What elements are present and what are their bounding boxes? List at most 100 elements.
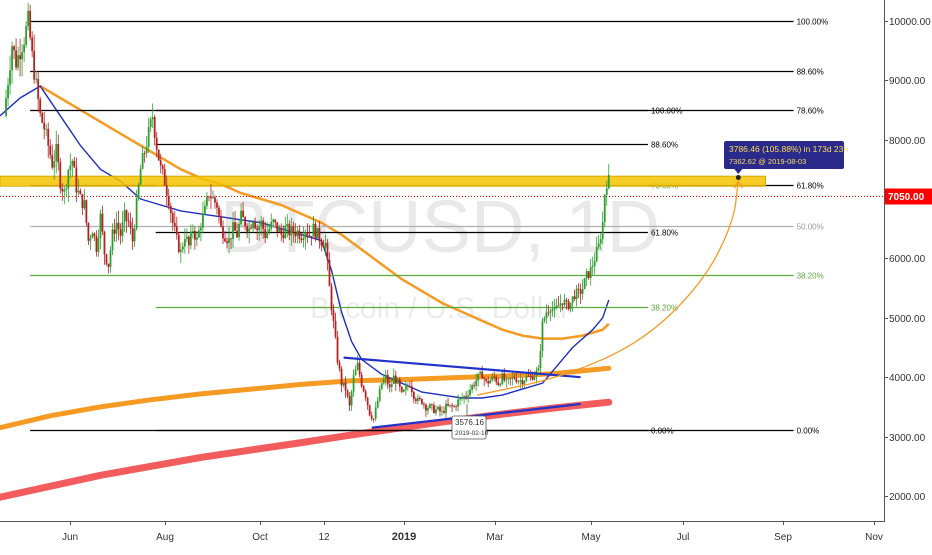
candle-body <box>384 374 387 380</box>
candle-body <box>559 303 562 306</box>
candle-body <box>99 213 102 239</box>
candle-body <box>378 389 381 401</box>
candle-body <box>125 210 128 221</box>
candle-body <box>216 202 218 208</box>
candle-body <box>220 215 222 227</box>
candle-body <box>274 219 277 223</box>
candle-body <box>433 404 435 414</box>
y-tick-label: 8000.00 <box>889 136 926 147</box>
candle-body <box>119 229 122 236</box>
ma-orange-line <box>39 85 610 340</box>
candle-body <box>471 385 474 390</box>
candle-body <box>360 374 363 387</box>
candle-body <box>581 288 584 294</box>
candle-body <box>449 405 451 406</box>
x-tick-label: Aug <box>156 532 174 543</box>
candle-body <box>529 376 532 377</box>
candle-body <box>177 234 180 252</box>
candle-body <box>39 99 42 114</box>
candle-body <box>477 373 480 381</box>
candle-body <box>280 228 283 235</box>
candle-body <box>541 320 544 351</box>
candle-body <box>79 190 82 195</box>
candle-body <box>419 397 421 400</box>
candle-body <box>595 247 598 262</box>
candle-body <box>157 149 160 161</box>
candle-body <box>242 210 244 218</box>
candle-body <box>332 310 335 321</box>
candle-body <box>557 305 560 307</box>
candle-body <box>467 395 470 397</box>
candle-body <box>113 229 116 234</box>
candle-body <box>117 222 120 230</box>
candle-body <box>398 379 401 387</box>
candle-body <box>408 386 411 388</box>
candle-body <box>61 188 64 192</box>
candle-body <box>573 296 576 300</box>
candle-body <box>523 380 526 385</box>
candle-body <box>286 223 289 227</box>
candle-body <box>282 234 285 239</box>
candle-body <box>27 10 30 27</box>
candle-body <box>481 371 484 379</box>
candle-body <box>85 200 88 223</box>
candle-body <box>443 411 445 413</box>
candle-body <box>23 44 26 53</box>
low-label-price: 3576.16 <box>455 418 484 427</box>
candle-body <box>503 373 506 381</box>
trendline-upper <box>343 356 581 379</box>
candle-body <box>513 377 516 379</box>
candle-body <box>483 378 486 380</box>
candle-body <box>533 376 536 380</box>
fib-short-label-3: 61.80% <box>651 229 678 238</box>
candle-body <box>47 128 50 146</box>
candle-body <box>226 241 228 244</box>
candle-body <box>427 407 429 411</box>
candle-body <box>583 278 586 289</box>
candle-body <box>123 210 126 222</box>
candle-body <box>517 381 520 383</box>
candle-body <box>175 226 178 235</box>
candle-body <box>218 207 220 216</box>
candle-body <box>346 390 349 396</box>
candle-body <box>153 117 156 138</box>
watermark-subtitle: Bitcoin / U.S. Dollar <box>310 292 570 325</box>
candle-body <box>73 160 76 168</box>
candle-body <box>591 266 594 268</box>
candle-body <box>312 223 315 237</box>
candle-body <box>382 379 385 384</box>
candle-body <box>222 226 224 239</box>
candle-body <box>59 162 62 189</box>
price-axis[interactable]: 10000.009000.008000.007000.006000.005000… <box>884 17 932 503</box>
candle-body <box>131 228 134 242</box>
candle-body <box>437 406 439 410</box>
candle-body <box>234 222 236 231</box>
candle-body <box>75 167 78 193</box>
candle-body <box>93 233 96 236</box>
candle-body <box>236 230 238 238</box>
candle-body <box>493 376 496 378</box>
candle-body <box>421 399 423 404</box>
candle-body <box>264 229 267 238</box>
candle-body <box>320 241 323 246</box>
candle-body <box>416 397 419 401</box>
candle-body <box>260 220 263 227</box>
candle-body <box>35 78 38 80</box>
candle-body <box>254 221 257 229</box>
candle-body <box>362 386 365 392</box>
candle-body <box>284 226 287 239</box>
candle-body <box>551 309 554 312</box>
candle-body <box>163 169 166 186</box>
candle-body <box>599 239 602 244</box>
candle-body <box>13 46 15 51</box>
candle-body <box>439 406 441 412</box>
candle-body <box>276 222 279 232</box>
candle-body <box>394 375 397 384</box>
candle-body <box>250 228 253 230</box>
time-axis[interactable]: Jun Aug Oct 12 2019 Mar May Jul Sep Nov <box>62 521 883 543</box>
candle-body <box>81 194 84 209</box>
candle-body <box>266 232 269 238</box>
candle-body <box>364 391 367 398</box>
